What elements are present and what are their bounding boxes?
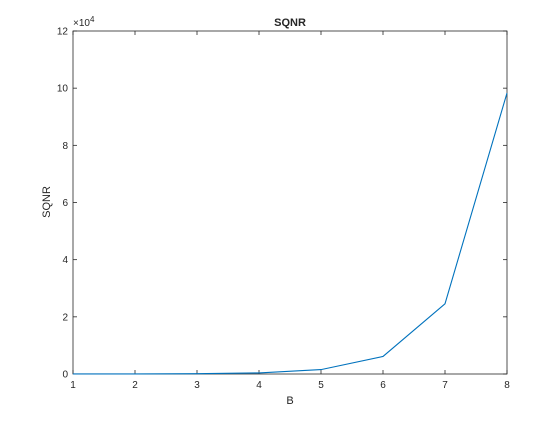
- x-tick-label: 7: [442, 380, 448, 391]
- y-tick-label: 12: [57, 27, 69, 38]
- series-line: [72, 92, 508, 375]
- x-tick-label: 3: [194, 380, 200, 391]
- y-axis-exponent-label: ×104: [73, 15, 95, 29]
- x-axis-label: B: [286, 395, 293, 407]
- y-axis-label: SQNR: [41, 186, 53, 218]
- x-tick-label: 1: [70, 380, 76, 391]
- y-tick-label: 0: [62, 370, 68, 381]
- x-tick-label: 2: [132, 380, 138, 391]
- y-tick-label: 2: [62, 312, 68, 323]
- y-exponent-base: ×10: [73, 18, 90, 29]
- y-tick-label: 6: [62, 198, 68, 209]
- x-tick-label: 5: [318, 380, 324, 391]
- y-tick-label: 4: [62, 255, 68, 266]
- y-exponent-power: 4: [90, 15, 95, 24]
- y-tick-label: 10: [57, 84, 69, 95]
- x-tick-label: 6: [380, 380, 386, 391]
- x-tick-label: 8: [504, 380, 510, 391]
- x-tick-label: 4: [256, 380, 262, 391]
- y-tick-label: 8: [62, 141, 68, 152]
- chart-title: SQNR: [274, 17, 306, 29]
- plot-box: [72, 30, 508, 375]
